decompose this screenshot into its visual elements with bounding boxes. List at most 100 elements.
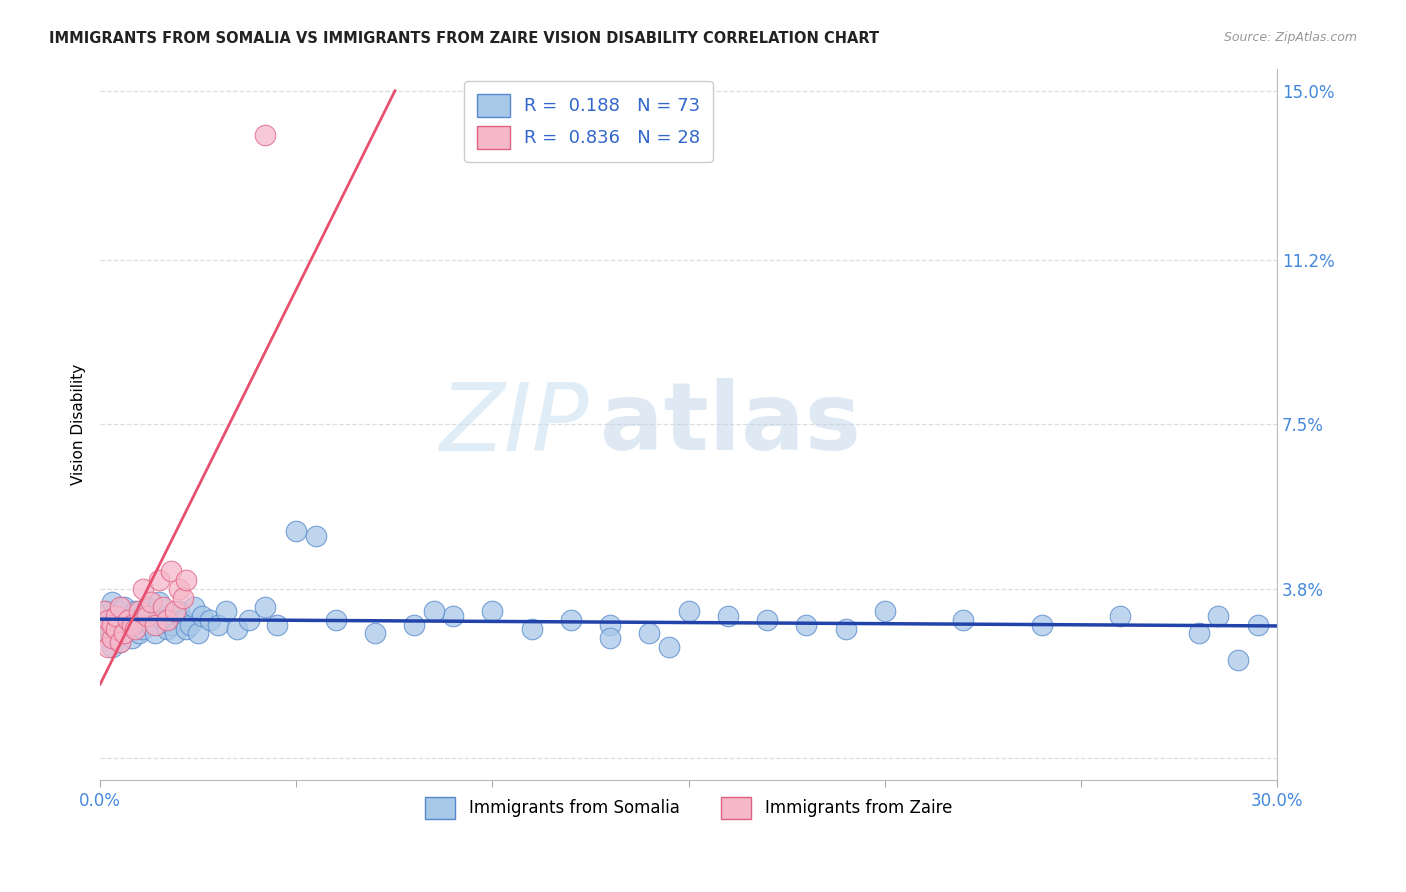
Point [93, 617, 115, 632]
Point [97, 626, 120, 640]
Point [599, 631, 621, 645]
Text: Source: ZipAtlas.com: Source: ZipAtlas.com [1223, 31, 1357, 45]
Point [1188, 626, 1211, 640]
Point [176, 573, 198, 587]
Text: ZIP: ZIP [439, 379, 589, 470]
Point [101, 617, 124, 632]
Point [325, 613, 347, 627]
Point [226, 622, 249, 636]
Point [187, 626, 209, 640]
Point [207, 617, 229, 632]
Point [285, 524, 308, 538]
Point [108, 635, 131, 649]
Point [794, 617, 817, 632]
Point [163, 626, 186, 640]
Point [638, 626, 661, 640]
Point [253, 599, 276, 614]
Point [658, 640, 681, 654]
Point [215, 604, 238, 618]
Point [1246, 617, 1268, 632]
Point [481, 604, 503, 618]
Point [834, 622, 856, 636]
Point [756, 613, 779, 627]
Point [266, 617, 288, 632]
Point [402, 617, 425, 632]
Point [1031, 617, 1053, 632]
Point [101, 640, 124, 654]
Point [198, 613, 221, 627]
Point [148, 608, 170, 623]
Point [124, 622, 146, 636]
Point [560, 613, 582, 627]
Point [97, 613, 120, 627]
Legend: Immigrants from Somalia, Immigrants from Zaire: Immigrants from Somalia, Immigrants from… [419, 790, 959, 825]
Point [121, 617, 143, 632]
Y-axis label: Vision Disability: Vision Disability [72, 364, 86, 485]
Point [172, 591, 194, 605]
Point [163, 604, 186, 618]
Point [108, 604, 131, 618]
Point [599, 617, 621, 632]
Point [112, 599, 135, 614]
Point [117, 613, 139, 627]
Point [717, 608, 740, 623]
Point [104, 622, 127, 636]
Point [678, 604, 700, 618]
Point [128, 604, 150, 618]
Point [108, 635, 131, 649]
Point [132, 622, 155, 636]
Point [136, 608, 159, 623]
Point [108, 599, 131, 614]
Point [422, 604, 444, 618]
Point [97, 640, 120, 654]
Point [128, 613, 150, 627]
Point [253, 128, 276, 143]
Text: IMMIGRANTS FROM SOMALIA VS IMMIGRANTS FROM ZAIRE VISION DISABILITY CORRELATION C: IMMIGRANTS FROM SOMALIA VS IMMIGRANTS FR… [49, 31, 879, 46]
Point [143, 617, 166, 632]
Point [101, 631, 124, 645]
Point [132, 582, 155, 596]
Point [101, 595, 124, 609]
Point [156, 622, 179, 636]
Point [117, 613, 139, 627]
Point [148, 595, 170, 609]
Point [112, 626, 135, 640]
Point [183, 599, 205, 614]
Point [101, 613, 124, 627]
Point [97, 604, 120, 618]
Point [121, 608, 143, 623]
Point [520, 622, 543, 636]
Point [152, 599, 174, 614]
Point [139, 595, 162, 609]
Point [191, 608, 214, 623]
Point [148, 573, 170, 587]
Point [93, 626, 115, 640]
Point [93, 604, 115, 618]
Point [124, 617, 146, 632]
Point [136, 599, 159, 614]
Text: atlas: atlas [600, 378, 862, 470]
Point [179, 617, 201, 632]
Point [167, 604, 190, 618]
Point [172, 613, 194, 627]
Point [121, 631, 143, 645]
Point [152, 613, 174, 627]
Point [104, 608, 127, 623]
Point [128, 626, 150, 640]
Point [238, 613, 260, 627]
Point [143, 626, 166, 640]
Point [305, 528, 328, 542]
Point [124, 604, 146, 618]
Point [104, 631, 127, 645]
Point [159, 564, 181, 578]
Point [176, 622, 198, 636]
Point [112, 626, 135, 640]
Point [952, 613, 974, 627]
Point [167, 582, 190, 596]
Point [104, 622, 127, 636]
Point [1226, 653, 1249, 667]
Point [873, 604, 896, 618]
Point [108, 617, 131, 632]
Point [364, 626, 387, 640]
Point [1206, 608, 1229, 623]
